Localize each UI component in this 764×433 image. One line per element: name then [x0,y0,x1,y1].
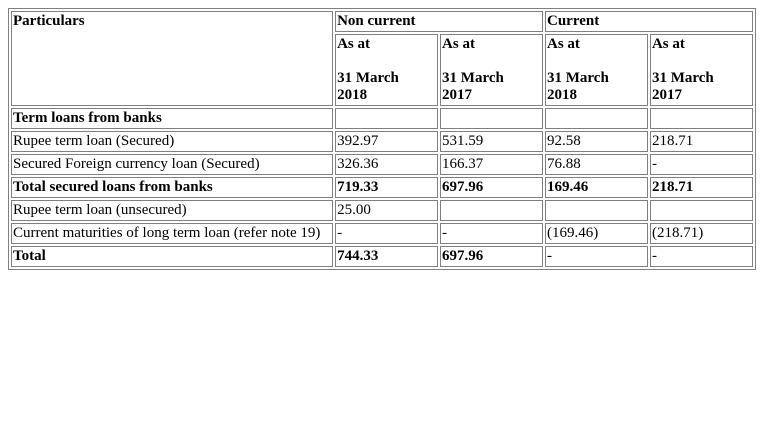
particulars-header: Particulars [11,11,334,106]
value-cell: 744.33 [335,246,439,267]
year-line: 2018 [337,87,368,103]
date-line: 31 March [337,70,399,86]
value-cell: 326.36 [335,154,439,175]
value-cell: - [649,154,753,175]
date-line: 31 March [442,70,504,86]
year-line: 2017 [442,87,473,103]
value-cell: 697.96 [440,246,543,267]
header-row-groups: Particulars Non current Current [11,11,753,106]
value-cell: - [545,246,648,267]
value-cell [440,200,543,221]
table-row: Total 744.33 697.96 - - [11,246,753,267]
value-cell: - [440,223,543,244]
date-header-cell: As at 31 March 2017 [649,34,753,106]
row-label: Current maturities of long term loan (re… [11,223,334,244]
value-cell: 25.00 [335,200,439,221]
date-line: 31 March [651,70,714,86]
as-at-label: As at [651,36,685,52]
as-at-label: As at [337,36,370,52]
row-label: Rupee term loan (unsecured) [11,200,334,221]
value-cell: 166.37 [440,154,543,175]
table-row: Current maturities of long term loan (re… [11,223,753,244]
value-cell [335,108,439,129]
borrowings-table: Particulars Non current Current As at 31… [8,8,756,270]
date-line: 31 March [547,70,609,86]
value-cell: 218.71 [649,131,753,152]
row-label: Term loans from banks [11,108,334,129]
value-cell: 697.96 [440,177,543,198]
value-cell: 92.58 [545,131,648,152]
value-cell: 76.88 [545,154,648,175]
value-cell: 392.97 [335,131,439,152]
date-header-cell: As at 31 March 2018 [335,34,439,106]
year-line: 2018 [547,87,577,103]
year-line: 2017 [651,87,682,103]
row-label: Rupee term loan (Secured) [11,131,334,152]
table-row: Term loans from banks [11,108,753,129]
value-cell: - [335,223,439,244]
table-row: Rupee term loan (unsecured) 25.00 [11,200,753,221]
date-header-cell: As at 31 March 2017 [440,34,543,106]
value-cell [545,200,648,221]
row-label: Total secured loans from banks [11,177,334,198]
non-current-header: Non current [335,11,543,32]
as-at-label: As at [547,36,580,52]
value-cell: (169.46) [545,223,648,244]
as-at-label: As at [442,36,475,52]
value-cell [440,108,543,129]
loans-table-container: Particulars Non current Current As at 31… [8,8,756,270]
current-header: Current [545,11,753,32]
value-cell: - [649,246,753,267]
value-cell: 719.33 [335,177,439,198]
row-label: Secured Foreign currency loan (Secured) [11,154,334,175]
date-header-cell: As at 31 March 2018 [545,34,648,106]
row-label: Total [11,246,334,267]
value-cell [649,108,753,129]
value-cell: 531.59 [440,131,543,152]
header-row-dates: As at 31 March 2018 As at 31 March 2017 … [11,34,753,106]
table-row: Total secured loans from banks 719.33 69… [11,177,753,198]
value-cell [545,108,648,129]
value-cell [649,200,753,221]
table-row: Secured Foreign currency loan (Secured) … [11,154,753,175]
value-cell: 218.71 [649,177,753,198]
table-row: Rupee term loan (Secured) 392.97 531.59 … [11,131,753,152]
value-cell: 169.46 [545,177,648,198]
value-cell: (218.71) [649,223,753,244]
